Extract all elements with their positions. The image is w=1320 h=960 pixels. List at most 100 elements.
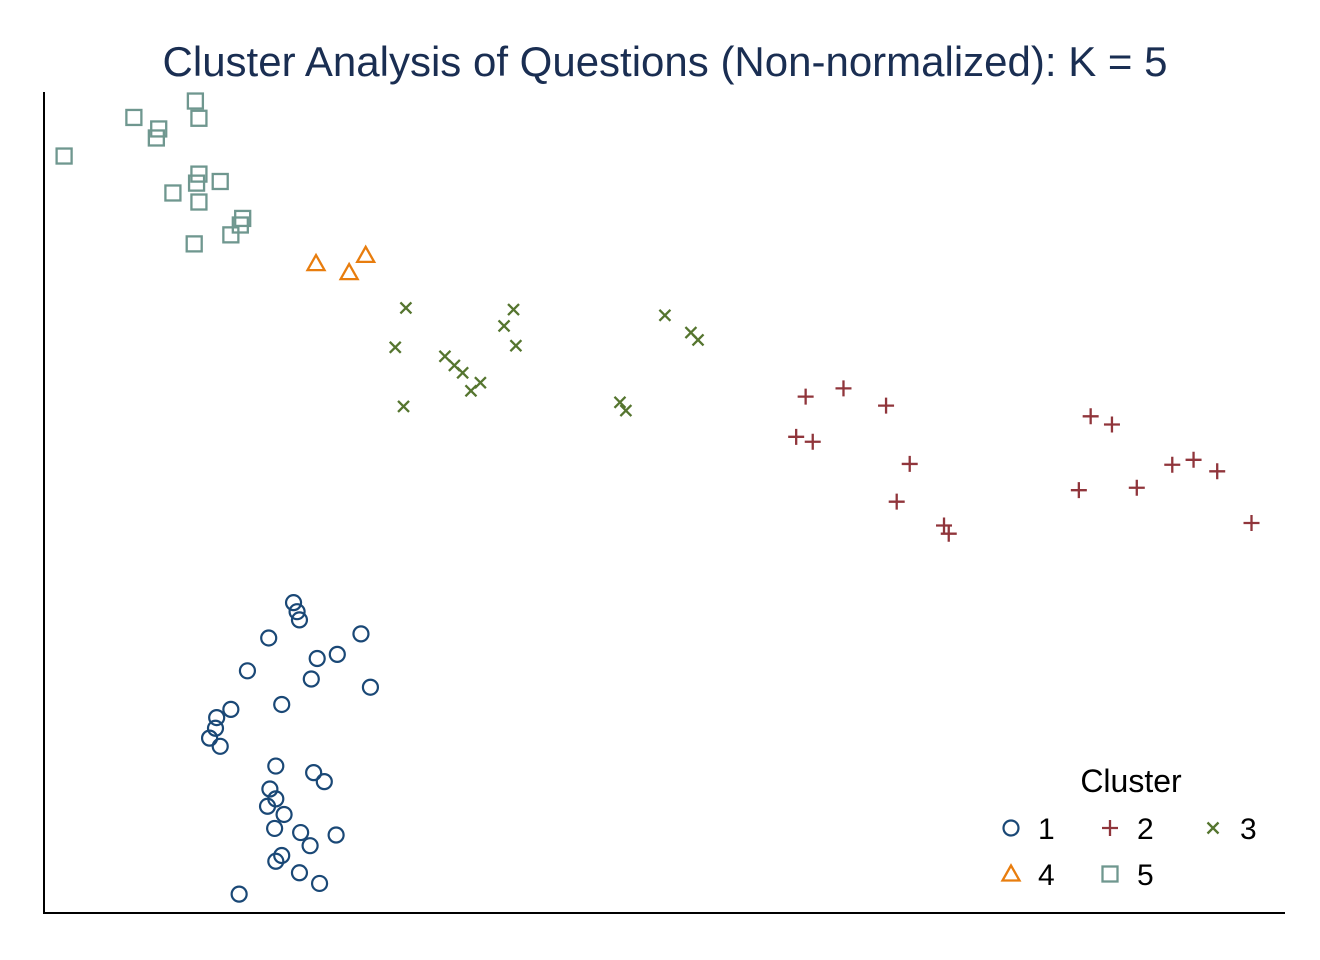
legend-item-cluster-1: 1 xyxy=(1002,813,1055,846)
data-point-cluster-1-19 xyxy=(315,773,333,791)
data-point-cluster-1-27 xyxy=(301,837,319,855)
legend-marker-cluster-5 xyxy=(1101,865,1119,883)
data-point-cluster-2-1 xyxy=(797,388,814,405)
legend-marker-cluster-2 xyxy=(1102,820,1118,836)
data-point-cluster-2-6 xyxy=(888,493,905,510)
data-point-cluster-1-1 xyxy=(284,594,303,612)
data-point-cluster-5-1 xyxy=(55,147,73,165)
data-point-cluster-3-12 xyxy=(613,396,627,409)
data-point-cluster-3-8 xyxy=(474,376,487,389)
data-point-cluster-3-3 xyxy=(397,400,410,413)
data-point-cluster-2-9 xyxy=(940,525,957,542)
legend-marker-cluster-1 xyxy=(1002,819,1020,837)
data-point-cluster-1-16 xyxy=(211,737,229,755)
series-cluster-5 xyxy=(55,92,252,253)
data-point-cluster-1-28 xyxy=(273,846,291,865)
data-point-cluster-2-13 xyxy=(1128,479,1145,496)
data-point-cluster-1-31 xyxy=(310,874,329,893)
data-point-cluster-5-11 xyxy=(190,193,208,211)
data-point-cluster-5-8 xyxy=(211,172,229,191)
data-point-cluster-5-2 xyxy=(125,108,143,127)
data-point-cluster-3-16 xyxy=(691,333,705,347)
data-point-cluster-4-1 xyxy=(305,252,327,272)
data-point-cluster-1-12 xyxy=(222,700,240,718)
data-point-cluster-3-11 xyxy=(509,339,523,353)
data-point-cluster-2-14 xyxy=(1164,456,1181,473)
legend-item-cluster-4: 4 xyxy=(1000,859,1055,892)
data-point-cluster-3-14 xyxy=(658,308,672,322)
data-point-cluster-1-29 xyxy=(267,852,285,870)
data-point-cluster-1-23 xyxy=(275,805,293,824)
data-point-cluster-2-17 xyxy=(1243,515,1260,532)
data-point-cluster-1-30 xyxy=(290,864,309,882)
data-point-cluster-1-2 xyxy=(288,603,306,621)
data-point-cluster-1-15 xyxy=(200,729,219,747)
data-point-cluster-5-15 xyxy=(185,235,203,253)
data-point-cluster-2-5 xyxy=(804,433,821,450)
data-point-cluster-1-8 xyxy=(238,662,257,680)
data-point-cluster-4-2 xyxy=(338,261,360,281)
data-point-cluster-3-1 xyxy=(399,301,413,315)
data-point-cluster-1-20 xyxy=(261,780,279,798)
data-point-cluster-1-11 xyxy=(273,695,291,714)
data-point-cluster-1-18 xyxy=(305,764,323,782)
data-point-cluster-3-2 xyxy=(388,341,402,354)
data-point-cluster-2-11 xyxy=(1082,408,1099,425)
data-point-cluster-1-7 xyxy=(308,649,326,668)
series-cluster-4 xyxy=(305,244,377,281)
data-point-cluster-5-13 xyxy=(231,216,249,234)
legend-item-cluster-2: 2 xyxy=(1102,813,1154,846)
data-point-cluster-3-9 xyxy=(497,319,511,333)
legend-title: Cluster xyxy=(1080,763,1182,799)
data-point-cluster-2-12 xyxy=(1103,416,1120,433)
data-point-cluster-1-26 xyxy=(327,826,345,844)
data-point-cluster-5-4 xyxy=(147,129,166,147)
data-point-cluster-2-4 xyxy=(788,428,805,445)
data-point-cluster-1-24 xyxy=(266,819,284,838)
data-point-cluster-5-14 xyxy=(222,226,240,244)
series-cluster-3 xyxy=(388,301,705,417)
legend-marker-cluster-3 xyxy=(1206,821,1220,835)
data-point-cluster-1-3 xyxy=(290,611,309,629)
legend-label-cluster-4: 4 xyxy=(1038,859,1055,892)
legend-marker-cluster-4 xyxy=(1000,863,1022,882)
data-point-cluster-3-6 xyxy=(456,366,469,380)
data-point-cluster-1-10 xyxy=(361,678,380,696)
data-point-cluster-2-16 xyxy=(1209,463,1226,480)
plot-points xyxy=(55,92,1260,903)
data-point-cluster-1-32 xyxy=(230,885,248,903)
data-point-cluster-3-10 xyxy=(507,303,520,316)
data-point-cluster-5-7 xyxy=(190,165,208,183)
series-cluster-1 xyxy=(200,594,380,903)
legend: Cluster 1 2 3 4 5 xyxy=(1000,763,1257,892)
legend-label-cluster-2: 2 xyxy=(1137,813,1154,846)
data-point-cluster-1-4 xyxy=(260,629,278,647)
data-point-cluster-2-10 xyxy=(1070,482,1087,499)
data-point-cluster-5-3 xyxy=(150,120,168,138)
data-point-cluster-5-6 xyxy=(190,109,208,127)
legend-label-cluster-1: 1 xyxy=(1038,813,1055,846)
data-point-cluster-1-13 xyxy=(208,709,226,727)
chart-title: Cluster Analysis of Questions (Non-norma… xyxy=(163,38,1168,85)
data-point-cluster-1-14 xyxy=(206,719,225,737)
data-point-cluster-1-17 xyxy=(267,757,285,775)
data-point-cluster-2-3 xyxy=(878,397,895,414)
data-point-cluster-5-9 xyxy=(187,174,206,192)
data-point-cluster-2-8 xyxy=(936,517,953,534)
legend-items: 1 2 3 4 5 xyxy=(1000,813,1257,892)
data-point-cluster-1-9 xyxy=(302,670,320,688)
legend-item-cluster-3: 3 xyxy=(1206,813,1257,846)
series-cluster-2 xyxy=(788,380,1260,542)
data-point-cluster-3-4 xyxy=(438,350,452,363)
legend-label-cluster-3: 3 xyxy=(1240,813,1257,846)
legend-item-cluster-5: 5 xyxy=(1101,859,1154,892)
data-point-cluster-1-25 xyxy=(292,823,310,842)
data-point-cluster-4-3 xyxy=(355,244,377,264)
data-point-cluster-2-7 xyxy=(901,455,918,472)
data-point-cluster-5-5 xyxy=(186,92,205,110)
data-point-cluster-3-13 xyxy=(619,404,633,417)
legend-label-cluster-5: 5 xyxy=(1137,859,1154,892)
data-point-cluster-1-22 xyxy=(258,797,277,815)
